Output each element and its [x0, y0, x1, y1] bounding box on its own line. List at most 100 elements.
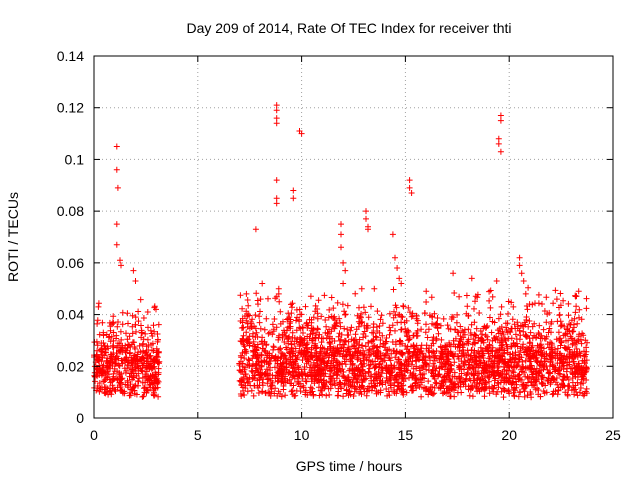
- data-point: [100, 332, 107, 339]
- data-point: [501, 335, 508, 342]
- data-point: [512, 349, 519, 356]
- data-point: [464, 303, 471, 310]
- data-point: [112, 361, 119, 367]
- data-point: [289, 334, 296, 341]
- data-point: [115, 319, 121, 325]
- data-point: [358, 361, 365, 368]
- data-point: [408, 387, 415, 394]
- data-point: [125, 341, 132, 348]
- data-point: [465, 336, 472, 343]
- data-point: [144, 309, 151, 315]
- data-point: [330, 305, 337, 312]
- data-point: [118, 262, 124, 269]
- data-point: [340, 369, 347, 375]
- data-point: [119, 321, 126, 328]
- data-point: [116, 363, 123, 369]
- data-point: [374, 351, 381, 358]
- data-point: [295, 366, 302, 373]
- data-point: [486, 341, 493, 348]
- data-point: [115, 340, 121, 347]
- data-point: [444, 368, 451, 375]
- data-point: [119, 309, 126, 316]
- data-point: [520, 278, 527, 284]
- data-point: [108, 353, 115, 359]
- data-point: [557, 384, 564, 391]
- data-point: [486, 355, 493, 362]
- data-point: [514, 362, 521, 369]
- data-point: [522, 331, 529, 338]
- data-point: [124, 362, 131, 368]
- data-point: [404, 327, 411, 334]
- y-tick-label: 0.04: [57, 307, 84, 323]
- data-point: [305, 371, 311, 378]
- data-point: [484, 323, 491, 329]
- data-point: [259, 280, 266, 287]
- data-point: [386, 392, 393, 399]
- data-point: [461, 358, 468, 365]
- data-point: [377, 316, 384, 323]
- data-point: [400, 302, 407, 309]
- data-point: [341, 325, 348, 332]
- data-point: [135, 318, 142, 325]
- data-point: [554, 381, 561, 388]
- data-point: [244, 297, 251, 303]
- data-point: [437, 384, 444, 391]
- data-point: [114, 376, 121, 383]
- data-point: [493, 278, 500, 284]
- data-point: [385, 354, 392, 361]
- data-point: [107, 323, 114, 330]
- data-point: [150, 322, 157, 329]
- data-point: [341, 353, 348, 360]
- data-point: [330, 315, 337, 322]
- data-point: [95, 357, 102, 364]
- data-point: [433, 364, 440, 371]
- data-point: [557, 371, 564, 378]
- data-point: [517, 376, 524, 383]
- data-point: [284, 336, 291, 343]
- data-point: [94, 317, 101, 324]
- data-point: [354, 350, 361, 357]
- data-point: [104, 368, 111, 375]
- data-point: [577, 371, 583, 378]
- data-point: [365, 226, 371, 233]
- data-point: [543, 356, 550, 362]
- data-point: [261, 326, 268, 333]
- data-point: [254, 297, 261, 304]
- data-point: [270, 343, 277, 350]
- data-point: [532, 300, 538, 307]
- data-point: [245, 378, 252, 385]
- data-point: [574, 337, 581, 344]
- data-point: [349, 366, 355, 373]
- data-point: [398, 350, 405, 357]
- data-point: [453, 319, 460, 326]
- data-point: [525, 284, 532, 291]
- data-point: [365, 357, 372, 364]
- data-point: [489, 293, 496, 300]
- data-point: [248, 367, 255, 374]
- data-point: [511, 384, 518, 391]
- data-point: [432, 367, 439, 374]
- data-point: [581, 348, 587, 355]
- data-point: [549, 354, 556, 361]
- data-point: [265, 295, 271, 302]
- data-point: [391, 347, 398, 354]
- data-point: [541, 308, 548, 314]
- data-point: [547, 370, 554, 377]
- data-point: [238, 338, 245, 345]
- data-point: [280, 386, 287, 393]
- data-point: [125, 384, 132, 391]
- data-point: [352, 336, 359, 343]
- data-point: [376, 361, 382, 368]
- data-point: [298, 130, 305, 137]
- data-point: [283, 366, 290, 373]
- data-point: [512, 355, 519, 361]
- data-point: [339, 301, 346, 308]
- data-point: [497, 117, 504, 124]
- data-point: [393, 304, 400, 311]
- data-point: [583, 305, 590, 312]
- data-point: [145, 387, 151, 394]
- data-point: [132, 314, 139, 321]
- data-point: [504, 361, 511, 368]
- data-point: [407, 369, 414, 376]
- data-point: [414, 320, 421, 327]
